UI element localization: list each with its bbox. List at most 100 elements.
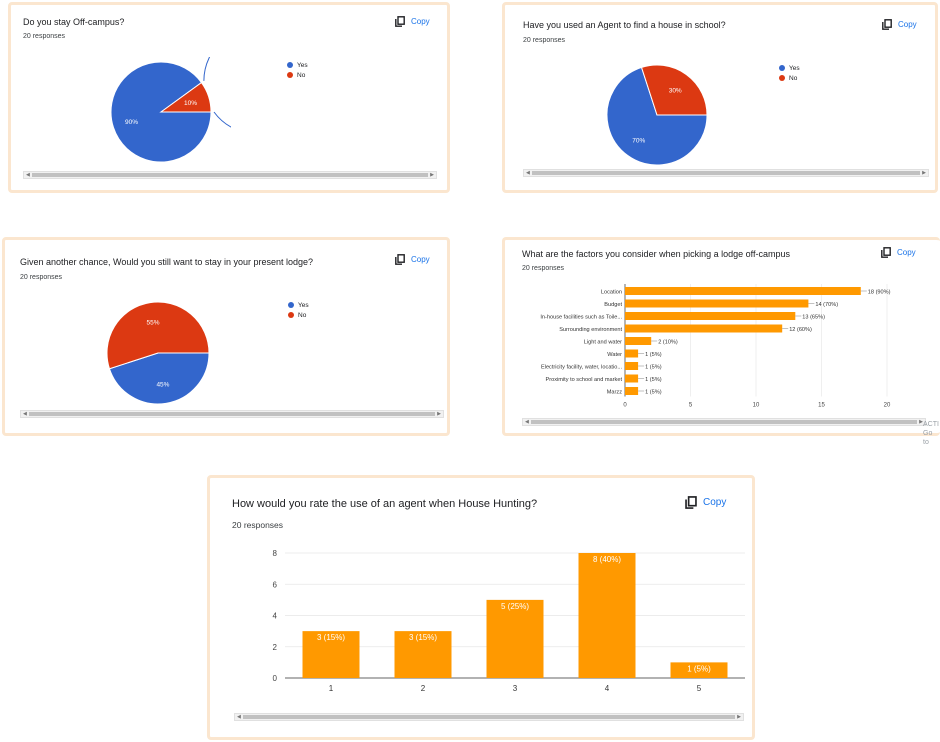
x-tick-label: 5 (689, 403, 693, 409)
data-label: 2 (10%) (658, 340, 678, 346)
data-label: 13 (65%) (802, 315, 825, 321)
copy-button[interactable]: Copy (395, 254, 430, 265)
scroll-right-arrow-icon[interactable]: ▶ (919, 419, 923, 425)
copy-icon (395, 254, 405, 265)
vertical-bar-chart: 0 2 4 6 8 3 (15%) 1 3 (15%) 2 5 (25%) 3 8 (40%) 4 1 (… (273, 549, 745, 693)
pie-slice-yes (108, 352, 210, 405)
response-count: 20 responses (522, 265, 565, 272)
x-tick-label: 20 (884, 403, 891, 409)
scrollbar-thumb[interactable] (243, 715, 735, 719)
category-label: Location (601, 290, 622, 296)
legend-label: No (789, 74, 798, 82)
bar (625, 287, 861, 295)
copy-label: Copy (703, 497, 727, 508)
copy-button[interactable]: Copy (881, 247, 916, 258)
data-label: 5 (25%) (501, 602, 529, 611)
chart-card-agent-used: Have you used an Agent to find a house i… (502, 2, 938, 193)
bar (625, 387, 639, 395)
pie-slice-no (106, 301, 210, 370)
overlay-line-1: ACTI (923, 421, 939, 428)
copy-button[interactable]: Copy (685, 496, 726, 509)
legend-swatch (288, 312, 294, 318)
horizontal-scrollbar[interactable]: ◀ ▶ (523, 169, 929, 177)
category-label: Electricity facility, water, locatio... (541, 365, 622, 371)
scroll-right-arrow-icon[interactable]: ▶ (437, 411, 441, 417)
pie-chart: 90% 10% (110, 57, 231, 163)
horizontal-scrollbar[interactable]: ◀ ▶ (20, 410, 444, 418)
data-label: 1 (5%) (645, 352, 662, 358)
scrollbar-thumb[interactable] (32, 173, 428, 177)
scroll-left-arrow-icon[interactable]: ◀ (526, 170, 530, 176)
bar (625, 324, 783, 333)
scrollbar-thumb[interactable] (531, 420, 917, 424)
pie-slice-no (159, 81, 212, 113)
scroll-left-arrow-icon[interactable]: ◀ (525, 419, 529, 425)
data-label: 1 (5%) (645, 377, 662, 383)
legend-item-no: No (287, 70, 308, 80)
chart-card-factors: What are the factors you consider when p… (502, 237, 940, 446)
scrollbar-thumb[interactable] (29, 412, 435, 416)
scroll-right-arrow-icon[interactable]: ▶ (737, 714, 741, 720)
category-label: Proximity to school and market (546, 377, 623, 383)
category-label: In-house facilities such as Toile... (540, 315, 622, 321)
response-count: 20 responses (523, 37, 566, 44)
response-count: 20 responses (232, 520, 284, 530)
x-tick-label: 10 (753, 403, 760, 409)
chart-title: How would you rate the use of an agent w… (232, 498, 538, 510)
pie-slice-label: 45% (156, 382, 169, 389)
chart-card-present-lodge: Given another chance, Would you still wa… (2, 237, 450, 436)
legend-item-yes: Yes (288, 300, 309, 310)
pie-slice-yes (606, 66, 708, 166)
pie-slice-label: 90% (125, 119, 138, 126)
legend-label: No (298, 311, 307, 319)
pie-slice-label: 70% (632, 138, 645, 145)
x-tick-label: 4 (605, 684, 610, 693)
chart-legend: Yes No (779, 63, 800, 83)
scroll-right-arrow-icon[interactable]: ▶ (922, 170, 926, 176)
copy-label: Copy (898, 20, 917, 29)
pie-chart: 70% 30% (606, 64, 708, 166)
horizontal-scrollbar[interactable]: ◀ ▶ (23, 171, 437, 179)
pie-slice-no (640, 64, 708, 116)
scroll-left-arrow-icon[interactable]: ◀ (237, 714, 241, 720)
bar (302, 631, 360, 678)
horizontal-scrollbar[interactable]: ◀ ▶ (522, 418, 926, 426)
y-tick-label: 8 (273, 549, 278, 558)
y-tick-label: 2 (273, 643, 278, 652)
x-tick-label: 2 (421, 684, 426, 693)
legend-swatch (779, 75, 785, 81)
copy-button[interactable]: Copy (882, 19, 917, 30)
legend-item-no: No (779, 73, 800, 83)
overlay-line-2: Go to (923, 430, 933, 446)
data-label: 8 (40%) (593, 555, 621, 564)
x-tick-label: 3 (513, 684, 518, 693)
legend-swatch (779, 65, 785, 71)
legend-item-no: No (288, 310, 309, 320)
x-tick-label: 1 (329, 684, 334, 693)
category-label: Surrounding environment (559, 327, 622, 333)
data-label: 18 (90%) (868, 290, 891, 296)
chart-title: Given another chance, Would you still wa… (20, 257, 314, 267)
bar (625, 349, 639, 358)
pie-chart: 45% 55% (106, 301, 210, 405)
category-label: Water (607, 352, 622, 358)
copy-label: Copy (411, 255, 430, 264)
scroll-left-arrow-icon[interactable]: ◀ (23, 411, 27, 417)
legend-swatch (287, 62, 293, 68)
copy-button[interactable]: Copy (395, 16, 430, 27)
pie-slice-label: 55% (147, 319, 160, 326)
horizontal-bar-chart: 0 5 10 15 20 Location 18 (90%) Budget 14 (70%) In… (540, 284, 891, 409)
bar (625, 299, 809, 308)
horizontal-scrollbar[interactable]: ◀ ▶ (234, 713, 744, 721)
chart-card-off-campus: Do you stay Off-campus? 20 responses Cop… (8, 2, 450, 193)
bar (625, 312, 796, 320)
bar (670, 662, 728, 678)
data-label: 1 (5%) (645, 390, 662, 396)
scroll-left-arrow-icon[interactable]: ◀ (26, 172, 30, 178)
copy-label: Copy (897, 248, 916, 257)
category-label: Marzz (607, 390, 622, 396)
scrollbar-thumb[interactable] (532, 171, 920, 175)
chart-title: Have you used an Agent to find a house i… (523, 20, 726, 30)
x-tick-label: 5 (697, 684, 702, 693)
scroll-right-arrow-icon[interactable]: ▶ (430, 172, 434, 178)
